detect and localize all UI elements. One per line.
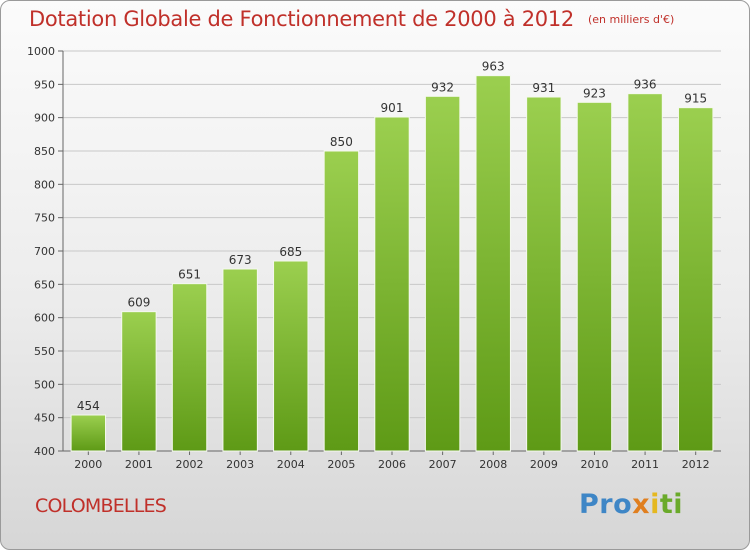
x-tick-label: 2006 (378, 458, 406, 471)
bar-value-label: 609 (127, 296, 150, 310)
proxiti-logo: Proxiti (579, 489, 683, 520)
chart-title: Dotation Globale de Fonctionnement de 20… (29, 7, 674, 31)
y-tick-label: 400 (34, 445, 55, 458)
bar-value-label: 932 (431, 80, 454, 94)
x-tick-label: 2011 (631, 458, 659, 471)
y-tick-label: 500 (34, 378, 55, 391)
chart-unit: (en milliers d'€) (587, 13, 675, 26)
bar-value-label: 923 (583, 86, 606, 100)
y-tick-label: 600 (34, 312, 55, 325)
logo-part-3: i (650, 489, 660, 520)
x-tick-label: 2008 (479, 458, 507, 471)
logo-part-4: ti (659, 489, 684, 520)
y-tick-label: 900 (34, 112, 55, 125)
bar (627, 93, 663, 452)
y-tick-label: 750 (34, 212, 55, 225)
bar (323, 150, 360, 452)
y-tick-label: 700 (34, 245, 55, 258)
y-tick-label: 550 (34, 345, 55, 358)
bar-value-label: 963 (482, 60, 505, 74)
y-tick-label: 1000 (27, 45, 55, 58)
bar-value-label: 936 (634, 78, 657, 92)
y-tick-label: 950 (34, 78, 55, 91)
bar-value-label: 931 (532, 81, 555, 95)
bar (70, 414, 107, 452)
x-tick-label: 2005 (327, 458, 355, 471)
bar (121, 311, 157, 452)
bar (424, 95, 461, 452)
x-tick-label: 2007 (429, 458, 457, 471)
y-tick-label: 650 (34, 278, 55, 291)
bar-value-label: 915 (684, 92, 707, 106)
bar (273, 260, 309, 452)
x-tick-label: 2001 (125, 458, 153, 471)
bar-value-label: 651 (178, 268, 201, 282)
x-tick-label: 2004 (277, 458, 305, 471)
logo-part-1: Pro (579, 489, 633, 520)
bar-value-label: 901 (381, 101, 404, 115)
x-tick-label: 2012 (682, 458, 710, 471)
bar (677, 107, 714, 452)
labels: 400 450 500 550 600 650 700 750 800 850 900 950 1000… (27, 45, 710, 471)
x-tick-label: 2003 (226, 458, 254, 471)
x-tick-label: 2009 (530, 458, 558, 471)
bar-value-label: 850 (330, 135, 353, 149)
bar (374, 116, 410, 452)
x-tick-label: 2010 (580, 458, 608, 471)
chart-title-text: Dotation Globale de Fonctionnement de 20… (29, 7, 574, 31)
logo-part-2: x (632, 489, 651, 520)
bar-value-label: 685 (279, 245, 302, 259)
y-tick-label: 800 (34, 178, 55, 191)
bar (222, 268, 258, 452)
bar (475, 75, 511, 452)
bar (526, 96, 562, 452)
y-tick-label: 450 (34, 412, 55, 425)
x-tick-label: 2000 (74, 458, 102, 471)
bars (70, 75, 714, 452)
bar (171, 283, 208, 452)
bar (576, 101, 613, 452)
bar-value-label: 673 (229, 253, 252, 267)
x-tick-label: 2002 (176, 458, 204, 471)
commune-name: COLOMBELLES (35, 495, 167, 517)
y-tick-label: 850 (34, 145, 55, 158)
bar-value-label: 454 (77, 399, 100, 413)
